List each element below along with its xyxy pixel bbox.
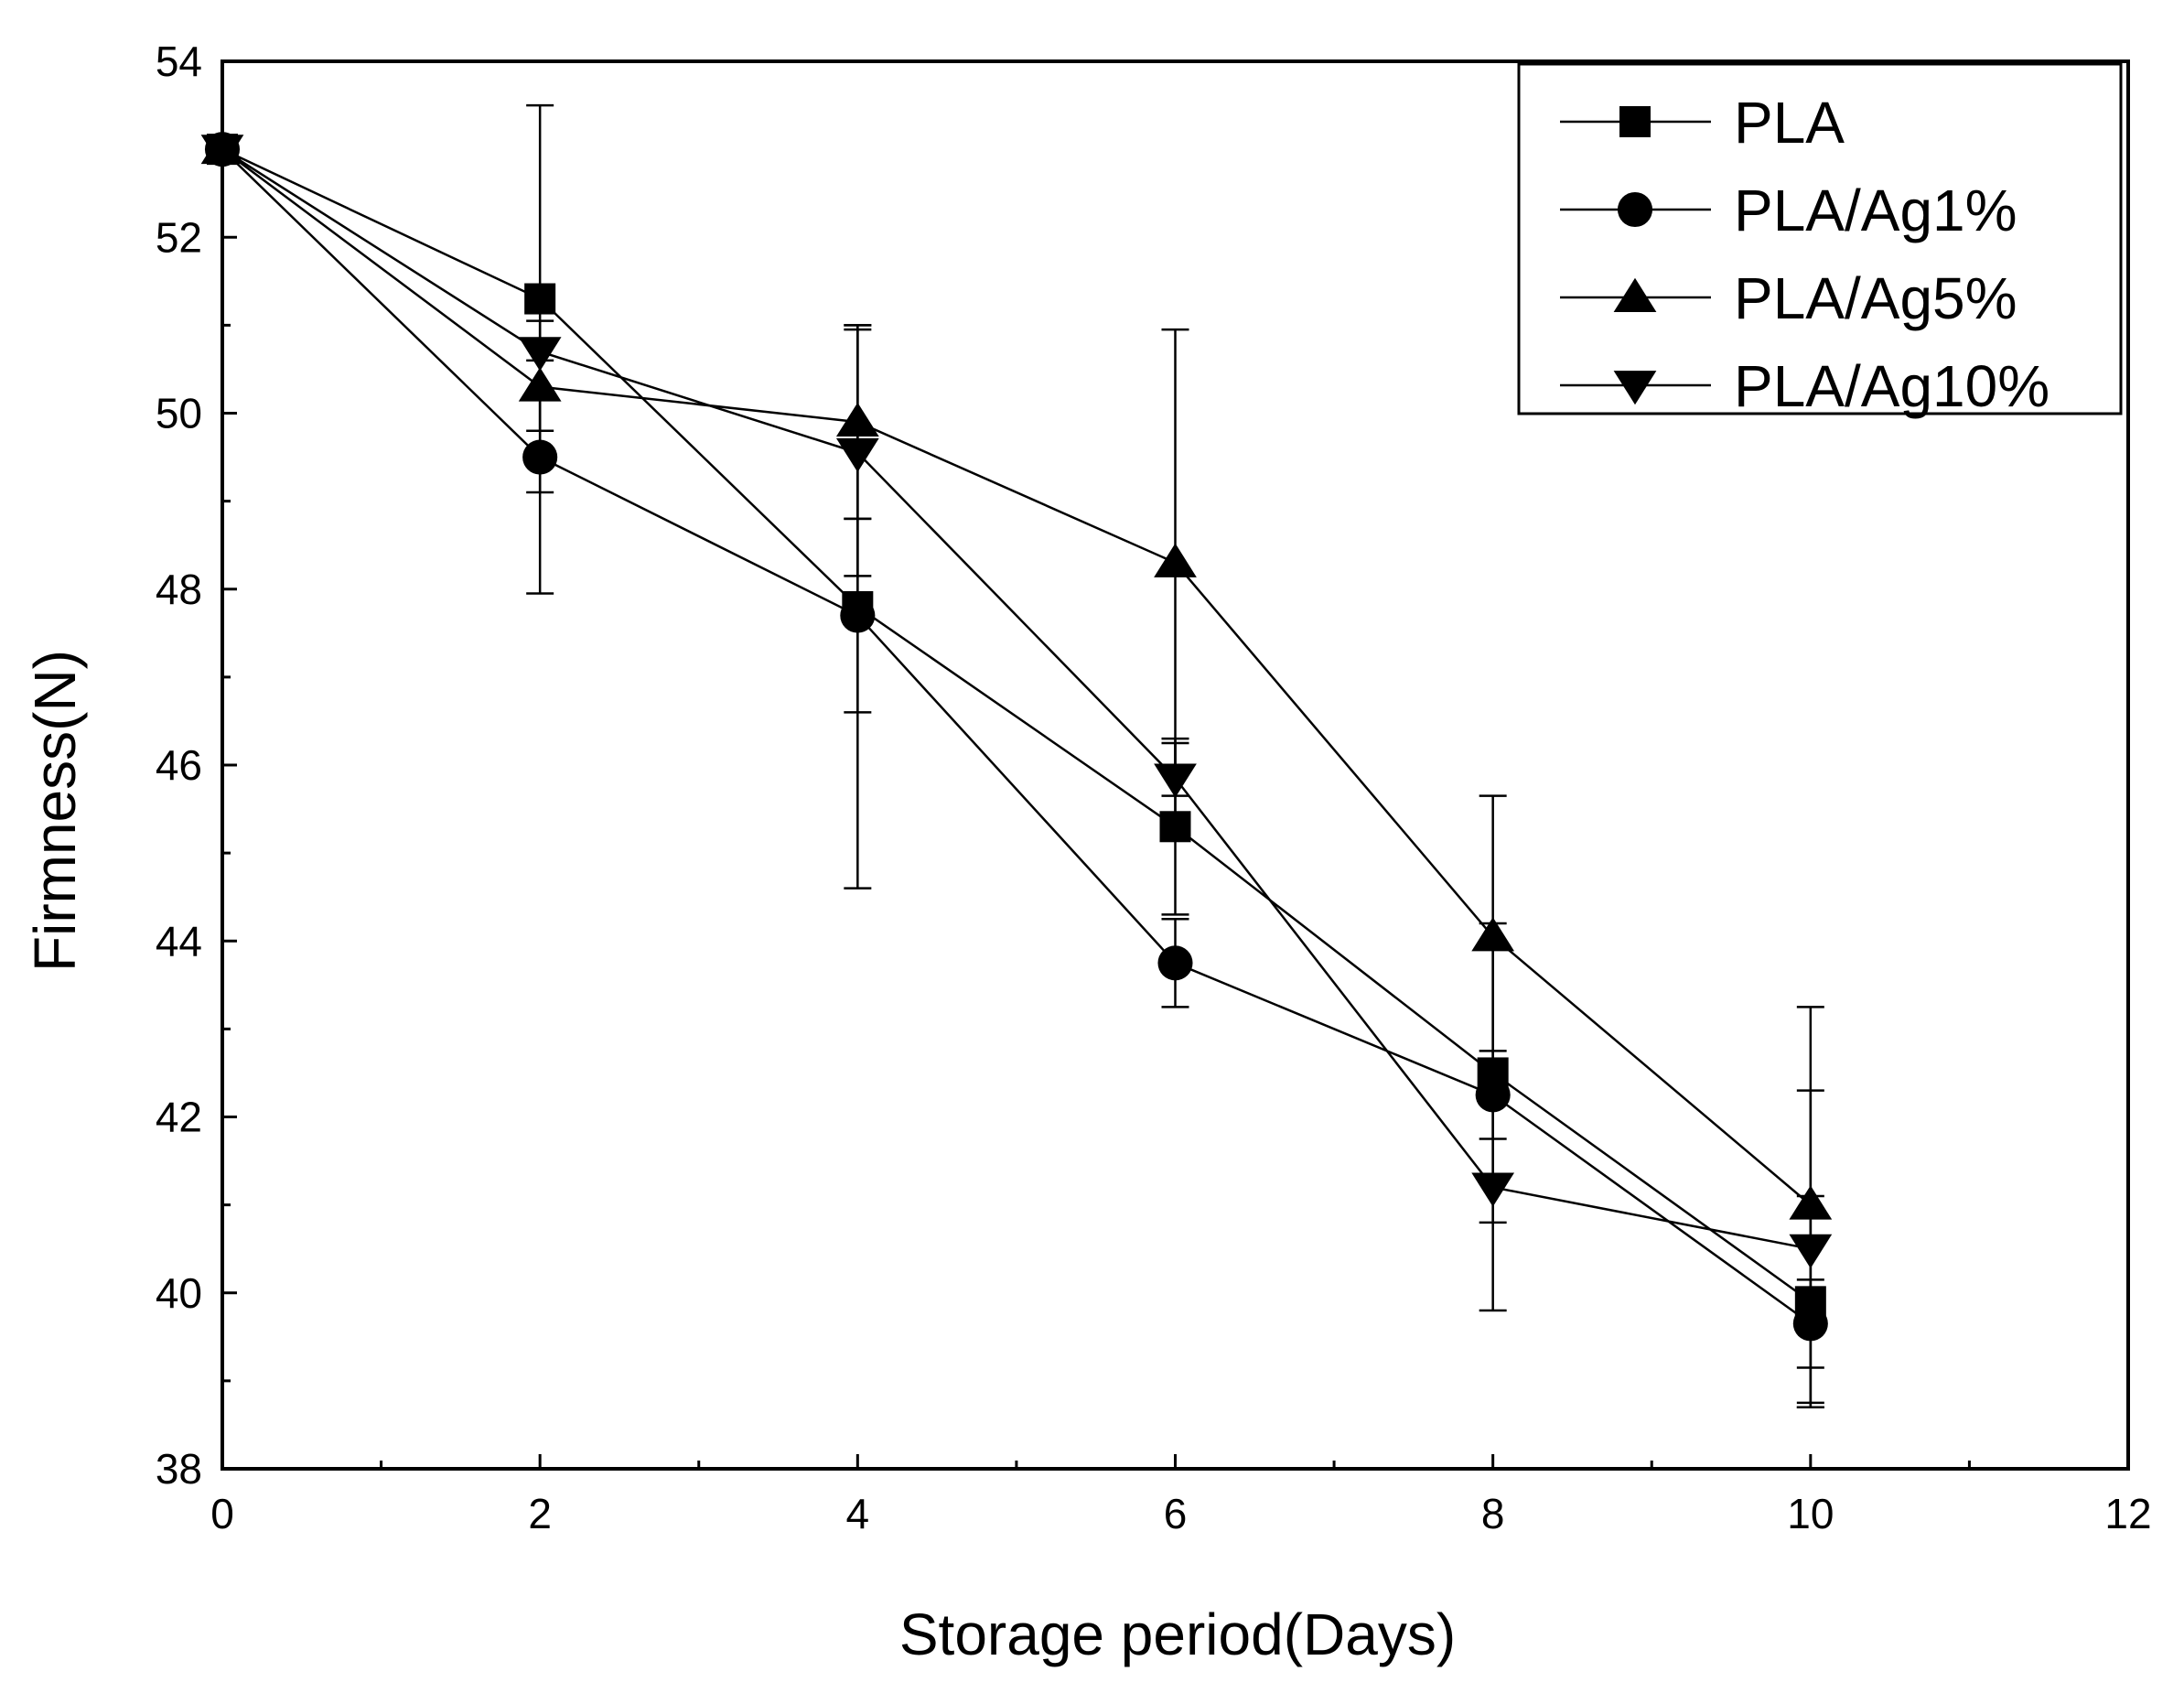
legend-marker [1619,106,1651,137]
legend-marker [1613,277,1657,312]
y-tick-label: 44 [156,917,202,965]
data-point-pla-ag1 [840,598,876,633]
y-axis-title: Firmness(N) [22,650,88,972]
legend-label: PLA/Ag1% [1734,178,2017,243]
data-point-pla-ag5 [1154,543,1197,577]
data-point-pla-ag10 [1154,763,1197,798]
x-tick-label: 12 [2104,1490,2151,1537]
legend-label: PLA/Ag10% [1734,353,2050,419]
y-tick-label: 52 [156,213,202,261]
x-tick-label: 4 [846,1490,870,1537]
x-tick-label: 10 [1787,1490,1834,1537]
x-axis-title: Storage period(Days) [899,1601,1456,1667]
y-tick-label: 46 [156,741,202,789]
y-tick-label: 54 [156,38,202,85]
x-tick-label: 6 [1164,1490,1188,1537]
data-point-pla-ag10 [835,437,879,473]
plot-area [200,103,1833,1408]
legend-label: PLA/Ag5% [1734,265,2017,331]
data-point-pla-ag5 [1471,917,1515,952]
data-point-pla-ag1 [522,439,558,475]
x-tick-label: 2 [528,1490,552,1537]
legend: PLA PLA/Ag1% PLA/Ag5% PLA/Ag10% [1517,62,2123,419]
series-line-pla-ag5 [221,148,1812,1206]
y-tick-label: 42 [156,1094,202,1141]
legend-item-pla-ag1: PLA/Ag1% [1560,178,2017,243]
data-point-pla-ag5 [518,367,562,402]
legend-marker [1613,371,1657,405]
series-line-pla-ag10 [221,148,1812,1250]
legend-item-pla-ag10: PLA/Ag10% [1560,353,2050,419]
y-tick-label: 50 [156,390,202,437]
data-point-pla-ag10 [1471,1172,1515,1207]
series-line-pla-ag1 [221,148,1812,1325]
data-point-pla [524,283,556,315]
x-tick-label: 0 [210,1490,234,1537]
y-tick-label: 40 [156,1269,202,1317]
series-line-pla [221,147,1812,1303]
y-tick-label: 38 [156,1445,202,1493]
x-tick-label: 8 [1481,1490,1505,1537]
y-tick-label: 48 [156,566,202,613]
data-point-pla [1159,811,1191,843]
legend-item-pla: PLA [1560,90,1845,156]
legend-item-pla-ag5: PLA/Ag5% [1560,265,2017,331]
data-point-pla-ag10 [1789,1234,1833,1268]
legend-label: PLA [1734,90,1845,156]
legend-marker [1617,191,1653,228]
data-point-pla-ag1 [1157,945,1193,981]
data-point-pla-ag10 [518,337,562,372]
series-pla-ag10 [200,135,1833,1408]
